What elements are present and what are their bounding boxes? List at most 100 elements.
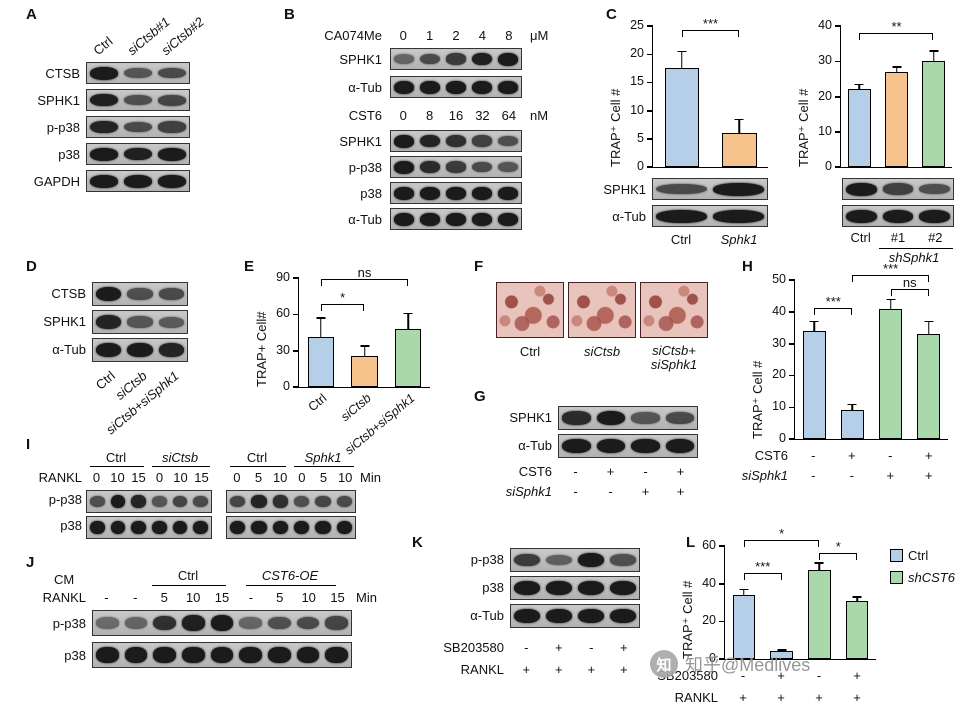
image-label: siCtsb+ siSphk1 [650, 343, 698, 372]
blot-row [510, 548, 640, 572]
y-axis-tick [789, 343, 795, 345]
error-bar [681, 51, 683, 69]
blot-band [514, 608, 540, 624]
significance-label: *** [825, 293, 841, 309]
error-bar-cap [777, 649, 787, 651]
trap-stain-image [640, 282, 708, 338]
error-bar [363, 345, 366, 356]
blot-band [210, 615, 234, 631]
row-label: α-Tub [348, 212, 382, 227]
panel-label-h: H [742, 258, 753, 275]
blot-band [172, 495, 188, 508]
panel-label-e: E [244, 258, 255, 275]
y-axis-tick [647, 166, 653, 168]
blot-band [96, 315, 122, 329]
significance-label: * [340, 289, 346, 305]
group-label: siCtsb [161, 450, 199, 465]
cell-value: - [524, 640, 529, 655]
treatment-label: RANKL [38, 470, 82, 485]
blot-band [96, 342, 122, 358]
condition-name: CST6 [518, 464, 552, 479]
y-axis-tick-label: 30 [772, 335, 786, 350]
y-axis-tick-label: 10 [818, 123, 832, 138]
blot-band [124, 617, 148, 629]
blot-band [498, 161, 518, 173]
y-axis-tick [719, 583, 725, 585]
blot-band [90, 174, 118, 188]
blot-row [510, 576, 640, 600]
blot-band [578, 580, 604, 596]
condition-name: RANKL [674, 690, 718, 705]
category-label: Ctrl [305, 391, 330, 415]
blot-band [472, 161, 492, 173]
blot-band [472, 135, 492, 147]
cell-value: + [815, 690, 823, 705]
row-label: SPHK1 [339, 134, 382, 149]
cell-value: + [606, 464, 615, 479]
trap-cell-chart-shsphk1: 0 10 20 30 40 TRAP⁺ Cell # ** [796, 19, 952, 173]
y-axis-tick [647, 53, 653, 56]
blot-band [268, 616, 291, 630]
error-bar-cap [854, 83, 864, 86]
y-axis-tick-label: 20 [818, 88, 832, 103]
cell-value: 15 [214, 590, 230, 605]
blot-band [446, 186, 466, 200]
blot-band [446, 161, 466, 173]
error-bar [858, 84, 861, 90]
condition-values: - + - + [558, 464, 698, 479]
error-bar-cap [360, 345, 369, 347]
image-label: siCtsb [583, 344, 621, 359]
cell-value: - [589, 640, 594, 655]
blot-band [239, 647, 263, 663]
blot-band [420, 80, 440, 94]
blot-band [446, 80, 466, 94]
blot-band [578, 608, 604, 624]
cell-value: + [554, 640, 563, 655]
blot-row [92, 642, 352, 668]
y-axis-tick [293, 350, 299, 352]
blot-band [656, 209, 707, 223]
cell-value: 0 [298, 470, 306, 485]
blot-band [158, 343, 184, 357]
lane-label: Sphk1 [720, 232, 758, 247]
blot-band [420, 160, 440, 174]
y-axis-tick-label: 20 [630, 46, 644, 61]
blot-band [315, 495, 331, 508]
y-axis-tick [835, 95, 841, 98]
blot-band [296, 647, 320, 663]
error-bar [743, 589, 745, 595]
cell-value: - [573, 484, 578, 499]
y-axis-tick-label: 30 [818, 53, 832, 68]
y-axis-label: TRAP⁺ Cell # [680, 580, 695, 659]
y-axis-tick [835, 25, 841, 27]
y-axis-tick [719, 545, 725, 547]
blot-band [546, 608, 572, 624]
y-axis-tick-label: 60 [276, 306, 290, 321]
error-bar [813, 321, 815, 331]
panel-label-b: B [284, 6, 295, 23]
y-axis-tick-label: 40 [702, 575, 716, 590]
blot-band [610, 554, 636, 566]
blot-band [420, 53, 440, 65]
unit-label: Min [360, 470, 381, 485]
blot-band [631, 412, 660, 424]
blot-band [124, 174, 152, 188]
panel-label-f: F [474, 258, 484, 275]
significance-label: * [835, 538, 841, 554]
y-axis-tick-label: 10 [772, 399, 786, 414]
error-bar-cap [677, 50, 687, 53]
blot-band [546, 580, 572, 596]
error-bar [818, 562, 821, 571]
error-bar [928, 321, 930, 335]
blot-band [713, 182, 764, 196]
y-axis-tick-label: 10 [630, 102, 644, 117]
blot-row [86, 490, 212, 513]
error-bar [895, 66, 898, 72]
row-label: α-Tub [348, 80, 382, 95]
panel-label-c: C [606, 6, 617, 23]
cell-value: + [676, 484, 685, 499]
blot-band [153, 615, 177, 631]
lane-label-row: Ctrl #1 #2 [842, 230, 954, 245]
blot-band [514, 580, 540, 596]
row-label: p38 [360, 186, 382, 201]
